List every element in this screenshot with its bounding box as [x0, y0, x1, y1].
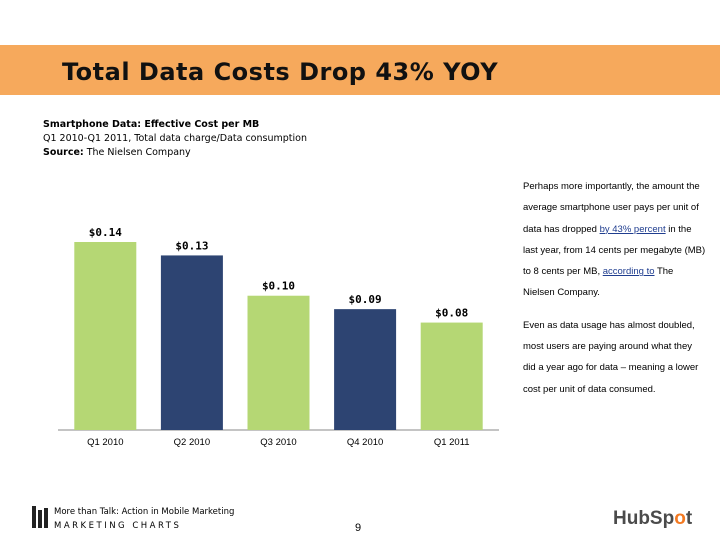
chart-heading: Smartphone Data: Effective Cost per MB [43, 119, 260, 130]
side-commentary: Perhaps more importantly, the amount the… [523, 176, 707, 400]
x-tick-label: Q1 2010 [87, 437, 123, 448]
commentary-text: Perhaps more importantly, the amount the… [523, 181, 700, 235]
chart-meta: Smartphone Data: Effective Cost per MB Q… [43, 118, 307, 160]
link-43-percent[interactable]: by 43% percent [599, 223, 666, 235]
bar-q3-2010 [247, 295, 310, 430]
chart-subheading: Q1 2010-Q1 2011, Total data charge/Data … [43, 133, 307, 144]
x-tick-label: Q1 2011 [434, 437, 470, 448]
bar-q2-2010 [160, 255, 223, 430]
slide-title: Total Data Costs Drop 43% YOY [62, 58, 499, 86]
marketing-charts-logo-icon [32, 506, 48, 528]
hubspot-logo: HubSpot [613, 508, 692, 530]
source-value: The Nielsen Company [86, 147, 191, 158]
x-tick-label: Q3 2010 [260, 437, 296, 448]
paragraph-gap [523, 304, 707, 315]
brand-accent: o [674, 508, 686, 529]
data-label: $0.09 [349, 293, 382, 306]
data-label: $0.10 [262, 280, 295, 293]
brand-text: t [685, 508, 693, 529]
bar-q1-2011 [420, 322, 483, 430]
commentary-text: in the last year, from 14 cents per mega… [523, 223, 706, 278]
x-tick-label: Q4 2010 [347, 437, 383, 448]
commentary-text: The Nielsen Company. [523, 266, 674, 299]
x-tick-label: Q2 2010 [174, 437, 210, 448]
page-number: 9 [355, 522, 362, 534]
commentary-paragraph-2: Even as data usage has almost doubled, m… [523, 319, 699, 395]
footer-brand: MARKETING CHARTS [54, 521, 182, 531]
title-band [0, 45, 720, 95]
brand-text: HubSp [613, 508, 675, 529]
data-label: $0.14 [89, 226, 122, 239]
bar-q1-2010 [74, 242, 137, 430]
bar-q4-2010 [334, 309, 397, 430]
source-label: Source: [43, 147, 84, 158]
data-label: $0.08 [435, 307, 468, 320]
commentary-paragraph-1: Perhaps more importantly, the amount the… [523, 176, 707, 304]
link-according-to[interactable]: according to [602, 266, 655, 278]
data-label: $0.13 [175, 239, 208, 252]
footer-tagline: More than Talk: Action in Mobile Marketi… [54, 507, 235, 517]
chart-source: Source: The Nielsen Company [43, 146, 307, 160]
